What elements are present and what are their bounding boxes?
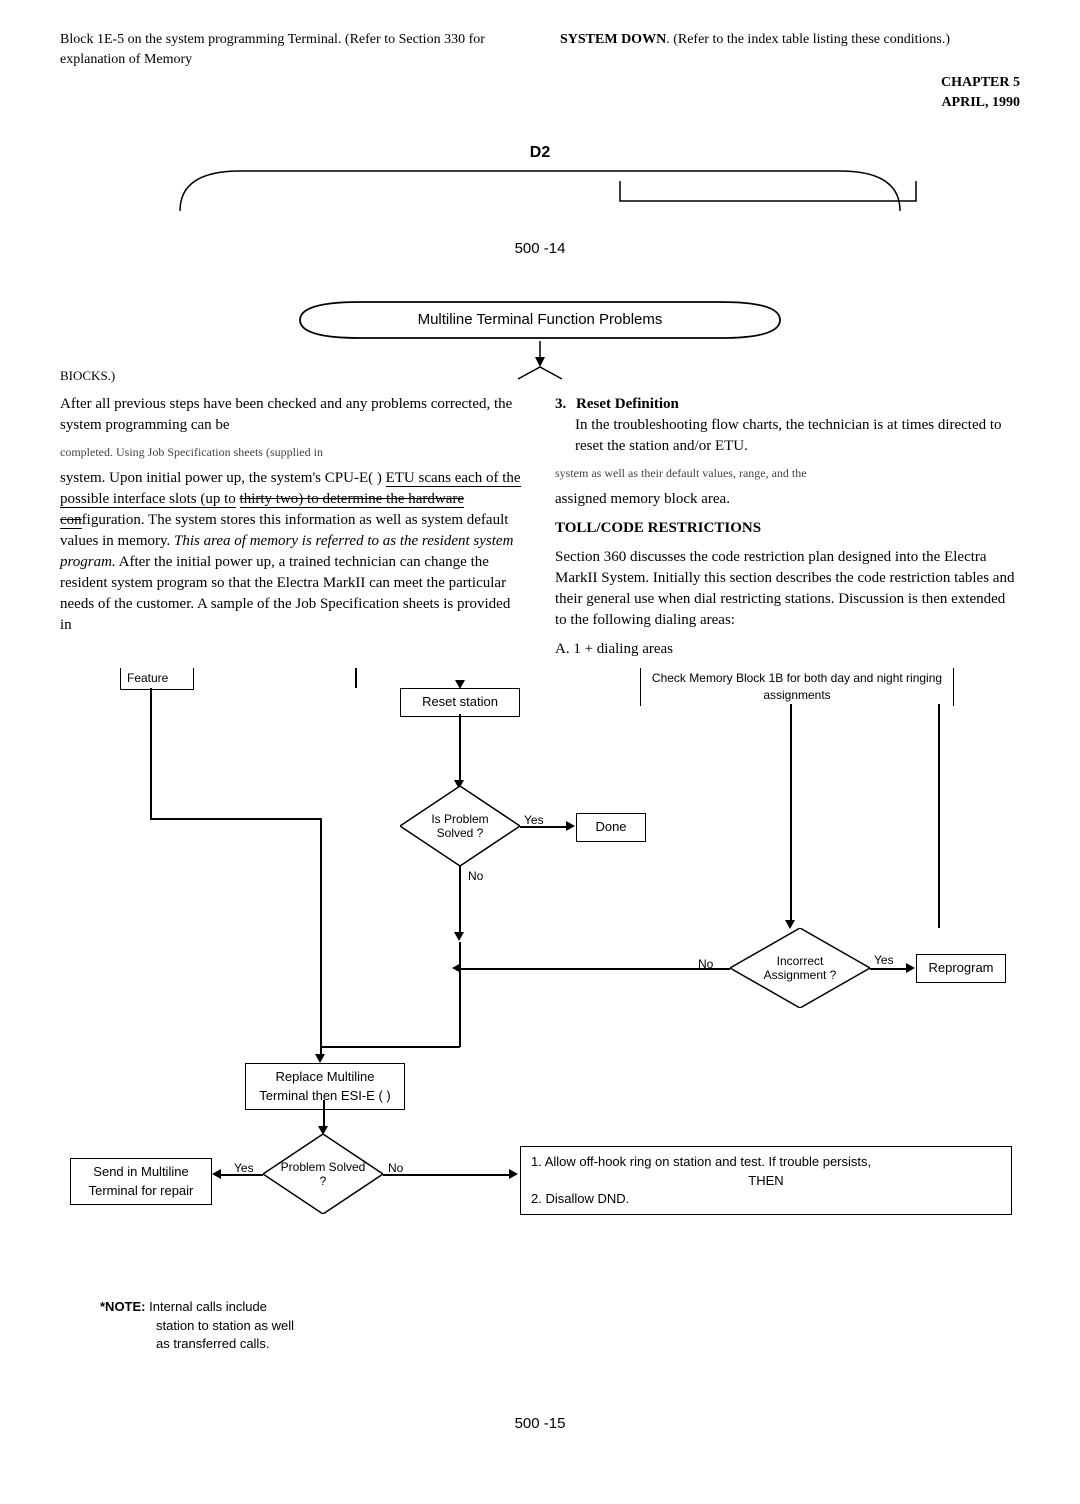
system-down: SYSTEM DOWN	[560, 32, 666, 47]
problem-solved-text: Is Problem Solved ?	[400, 786, 520, 866]
top-left-frag: Block 1E-5 on the system programming Ter…	[60, 30, 520, 69]
line-to-repair	[220, 1174, 263, 1176]
flowchart-title-oval: Multiline Terminal Function Problems	[260, 299, 820, 341]
chapter-header: CHAPTER 5 APRIL, 1990	[60, 73, 1020, 112]
flowchart-title-text: Multiline Terminal Function Problems	[260, 309, 820, 330]
line-feature-down	[150, 688, 152, 818]
rc-num: 3.	[555, 396, 566, 412]
line-stub-r	[938, 924, 940, 928]
replace-box: Replace Multiline Terminal then ESI-E ( …	[245, 1063, 405, 1109]
rc-head2: TOLL/CODE RESTRICTIONS	[555, 518, 1020, 539]
send-repair-text: Send in Multiline Terminal for repair	[89, 1164, 194, 1197]
feature-text: Feature	[127, 671, 168, 685]
note-text1: Internal calls include	[149, 1299, 267, 1314]
rc-cut: system as well as their default values, …	[555, 466, 807, 480]
d2-connector-shape	[160, 163, 920, 213]
feature-box: Feature	[120, 668, 194, 690]
wide-then: THEN	[531, 1172, 1001, 1190]
incorrect-text: Incorrect Assignment ?	[730, 928, 870, 1008]
arrow-to-reset	[455, 680, 465, 689]
line-checkmem-down	[790, 704, 792, 924]
wide-instruction-box: 1. Allow off-hook ring on station and te…	[520, 1146, 1012, 1215]
right-column: 3. Reset Definition In the troubleshooti…	[555, 394, 1020, 669]
left-column: After all previous steps have been check…	[60, 394, 525, 669]
chapter-num: CHAPTER 5	[60, 73, 1020, 93]
lc-p2e: After the initial power up, a trained te…	[60, 554, 510, 633]
incorrect-diamond: Incorrect Assignment ?	[730, 928, 870, 1008]
line-checkmem-down-r	[938, 704, 940, 924]
done-box: Done	[576, 813, 646, 841]
note-text3: as transferred calls.	[156, 1335, 269, 1353]
problem-solved2-diamond: Problem Solved ?	[263, 1134, 383, 1214]
line-merge-v	[459, 942, 461, 1047]
reprogram-box: Reprogram	[916, 954, 1006, 982]
line-left-vert	[320, 818, 322, 1048]
check-mem-text: Check Memory Block 1B for both day and n…	[652, 671, 942, 702]
arrow-to-wide	[509, 1169, 518, 1179]
line-d1-down	[459, 866, 461, 936]
problem-solved-diamond: Is Problem Solved ?	[400, 786, 520, 866]
page-num-a: 500 -14	[60, 238, 1020, 259]
footnote: *NOTE: Internal calls include station to…	[100, 1298, 1020, 1353]
line-feature-h	[150, 818, 320, 820]
rc-p3: Section 360 discusses the code restricti…	[555, 549, 1014, 628]
done-text: Done	[595, 819, 626, 834]
replace-text: Replace Multiline Terminal then ESI-E ( …	[259, 1069, 391, 1102]
lc-p1: After all previous steps have been check…	[60, 396, 512, 433]
reprogram-text: Reprogram	[928, 960, 993, 975]
arrow-to-repair	[212, 1169, 221, 1179]
wide-line1: 1. Allow off-hook ring on station and te…	[531, 1153, 1001, 1171]
top-fragment-row: Block 1E-5 on the system programming Ter…	[60, 30, 1020, 69]
top-right-tail: . (Refer to the index table listing thes…	[666, 32, 950, 47]
rc-a: A. 1 + dialing areas	[555, 639, 1020, 660]
line-to-reprog	[870, 968, 910, 970]
page-num-b: 500 -15	[60, 1413, 1020, 1434]
chapter-date: APRIL, 1990	[60, 93, 1020, 113]
problem-solved2-text: Problem Solved ?	[263, 1134, 383, 1214]
no-label-2: No	[698, 956, 713, 973]
note-label: *NOTE:	[100, 1299, 146, 1314]
arrow-to-done	[566, 821, 575, 831]
line-down-to-reset	[355, 668, 357, 688]
line-merge-h	[320, 1046, 460, 1048]
two-column-text: After all previous steps have been check…	[60, 394, 1020, 669]
line-to-wide	[383, 1174, 513, 1176]
rc-head: Reset Definition	[576, 396, 679, 412]
rc-p1: In the troubleshooting flow charts, the …	[575, 415, 1020, 457]
yes-label-2: Yes	[874, 952, 894, 969]
note-text2: station to station as well	[156, 1317, 294, 1335]
d2-label: D2	[60, 142, 1020, 164]
arrow-to-reprog	[906, 963, 915, 973]
line-to-done	[520, 826, 570, 828]
check-mem-box: Check Memory Block 1B for both day and n…	[640, 668, 954, 706]
flowchart: Feature Check Memory Block 1B for both d…	[60, 668, 1020, 1288]
lc-p2a: system. Upon initial power up, the syste…	[60, 470, 386, 486]
send-repair-box: Send in Multiline Terminal for repair	[70, 1158, 212, 1204]
line-reset-down	[459, 714, 461, 784]
top-right-frag: SYSTEM DOWN. (Refer to the index table l…	[560, 30, 1020, 69]
reset-station-text: Reset station	[422, 694, 498, 709]
lc-cut: completed. Using Job Specification sheet…	[60, 445, 323, 459]
line-incorrect-no	[460, 968, 730, 970]
arrow-to-replace	[315, 1054, 325, 1063]
reset-station-box: Reset station	[400, 688, 520, 716]
arrow-d1-down	[454, 932, 464, 941]
wide-line2: 2. Disallow DND.	[531, 1190, 1001, 1208]
no-label-1: No	[468, 868, 483, 885]
rc-p2: assigned memory block area.	[555, 491, 730, 507]
